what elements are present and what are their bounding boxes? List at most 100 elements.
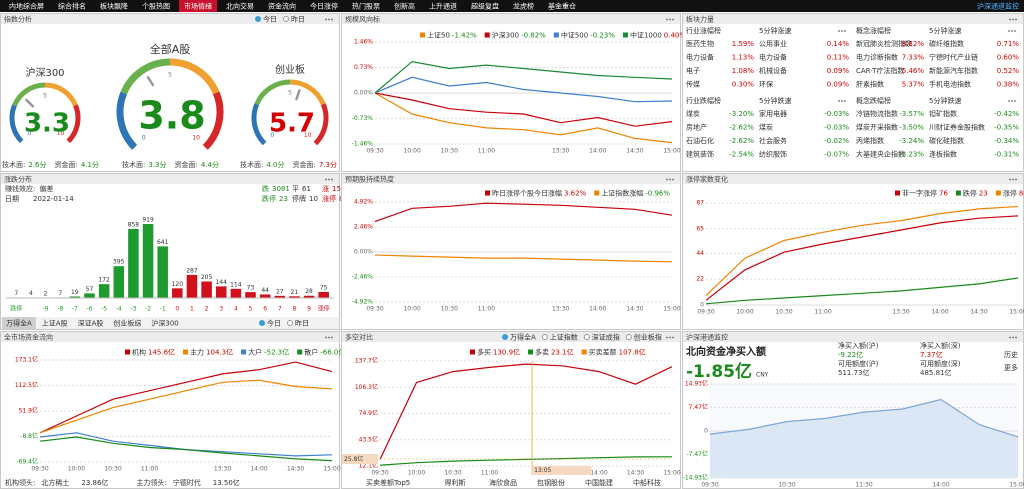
menu-dot: [1012, 336, 1014, 339]
legend-label: 中证500: [561, 31, 588, 40]
gauge-score: 技术面:: [240, 160, 263, 169]
sector-speed: 0.09%: [827, 67, 850, 75]
menu-dot: [325, 18, 327, 21]
legend-dot: [287, 320, 293, 326]
sector-name: 煤炭开采指数: [856, 123, 898, 132]
stat-label: 涨: [322, 184, 329, 193]
stat-label: 停牌: [292, 194, 306, 203]
top5-stock[interactable]: 中船科技: [633, 478, 661, 487]
y-tick-label: 43.5亿: [359, 435, 378, 443]
nav-tab[interactable]: 热门股票: [352, 2, 380, 11]
panel-title: 规模风向标: [345, 15, 380, 24]
series-line: [39, 379, 333, 434]
sector-change: 1.59%: [732, 40, 755, 48]
y-tick-label: -1.46%: [352, 141, 374, 148]
legend-value: -0.96%: [645, 190, 670, 198]
index-toggle[interactable]: 创业板指: [634, 333, 662, 342]
gauge-score: 资金面:: [55, 160, 78, 169]
x-tick-label: 15:00: [1009, 482, 1024, 489]
tab[interactable]: 万得全A: [6, 319, 32, 328]
sector-speed: -0.03%: [824, 110, 849, 118]
x-tick-label: 4: [234, 306, 238, 313]
x-tick-label: 09:30: [371, 470, 388, 477]
legend-swatch: [528, 349, 534, 355]
x-tick-label: 2: [205, 306, 209, 313]
sector-name: 肝素指数: [856, 80, 884, 89]
menu-dot: [844, 100, 846, 102]
nav-tab[interactable]: 龙虎榜: [513, 2, 534, 11]
x-tick-label: 10:30: [441, 306, 458, 313]
panel-title: 沪深港通监控: [686, 333, 728, 342]
sector-name: 房地产: [686, 123, 707, 132]
link[interactable]: 更多: [1004, 363, 1018, 372]
menu-dot: [1014, 100, 1016, 102]
y-tick-label: 0.73%: [354, 64, 373, 71]
nav-tab[interactable]: 资金流向: [268, 2, 296, 11]
sector-name: 石油石化: [686, 136, 714, 145]
crosshair-tag: [342, 454, 378, 464]
legend-swatch: [581, 349, 587, 355]
nav-tab[interactable]: 北向交易: [226, 2, 254, 11]
bar-value-label: 7: [14, 290, 18, 297]
link[interactable]: 历史: [1004, 350, 1018, 359]
tab[interactable]: 创业板综: [113, 319, 141, 328]
legend-label[interactable]: 昨日: [295, 319, 309, 328]
bar-value-label: 395: [113, 259, 125, 266]
tab[interactable]: 深证A股: [78, 319, 104, 328]
legend-swatch: [955, 190, 961, 196]
top5-stock[interactable]: 包钢股份: [537, 478, 565, 487]
sector-name: 煤炭: [686, 109, 700, 118]
legend-label[interactable]: 今日: [263, 15, 277, 24]
nav-tab[interactable]: 上升通道: [429, 2, 457, 11]
nav-tab[interactable]: 创新高: [394, 2, 415, 11]
top5-stock[interactable]: 中国能建: [585, 478, 613, 487]
date-label: 日期: [5, 195, 19, 203]
bar-value-label: 641: [157, 239, 169, 246]
nav-tab[interactable]: 市场情绪: [184, 2, 212, 11]
crosshair-value: 25.8亿: [344, 455, 363, 463]
x-tick-label: 11:00: [478, 148, 495, 155]
x-tick-label: 11:00: [814, 309, 831, 316]
x-tick-label: 7: [278, 306, 282, 313]
sector-name: 冷链物流指数: [856, 109, 898, 118]
series-line: [374, 76, 673, 103]
x-tick-label: 10:00: [736, 309, 753, 316]
gauge-tick-label: 5: [43, 93, 47, 100]
nav-link[interactable]: 沪深通道监控: [977, 2, 1019, 11]
gauge-arc: [169, 58, 220, 95]
gauge-value: 3.3: [24, 109, 70, 139]
tab[interactable]: 上证A股: [42, 319, 68, 328]
y-tick-label: 0.00%: [354, 90, 373, 97]
bar-value-label: 7: [58, 290, 62, 297]
tab[interactable]: 沪深300: [151, 319, 178, 328]
nav-tab[interactable]: 内地综合屏: [9, 2, 44, 11]
sector-change: -3.50%: [899, 124, 924, 132]
top5-stock[interactable]: 海欣食品: [489, 478, 517, 487]
index-toggle[interactable]: 上证指数: [550, 333, 578, 342]
area: [710, 399, 1018, 478]
legend-value: 107.8亿: [619, 348, 646, 357]
x-tick-label: 13:30: [214, 466, 231, 473]
nav-tab[interactable]: 板块飘降: [100, 2, 128, 11]
sector-change: -3.20%: [729, 110, 754, 118]
nav-tab[interactable]: 个股热图: [142, 2, 170, 11]
nav-tab[interactable]: 超级复盘: [471, 2, 499, 11]
gauge-score: 4.1分: [81, 160, 99, 169]
gauge-tick-label: 0: [142, 135, 146, 142]
sector-speed: -0.07%: [824, 151, 849, 159]
top5-stock[interactable]: 得利斯: [445, 478, 466, 487]
legend-label[interactable]: 今日: [267, 319, 281, 328]
series-line: [705, 215, 1019, 301]
legend-label: 多卖: [535, 348, 549, 357]
sector-change: 1.08%: [732, 67, 755, 75]
panel-title: 全市场资金流向: [4, 333, 53, 342]
nav-tab[interactable]: 今日涨停: [310, 2, 338, 11]
legend-label[interactable]: 昨日: [291, 15, 305, 24]
table-title: 概念跌幅榜: [856, 96, 891, 105]
bar-value-label: 28: [305, 288, 313, 295]
index-toggle[interactable]: 深证成指: [592, 333, 620, 342]
x-tick-label: 13:30: [552, 306, 569, 313]
nav-tab[interactable]: 基金重仓: [548, 2, 576, 11]
nav-tab[interactable]: 综合排名: [58, 2, 86, 11]
index-toggle[interactable]: 万得全A: [510, 333, 536, 342]
